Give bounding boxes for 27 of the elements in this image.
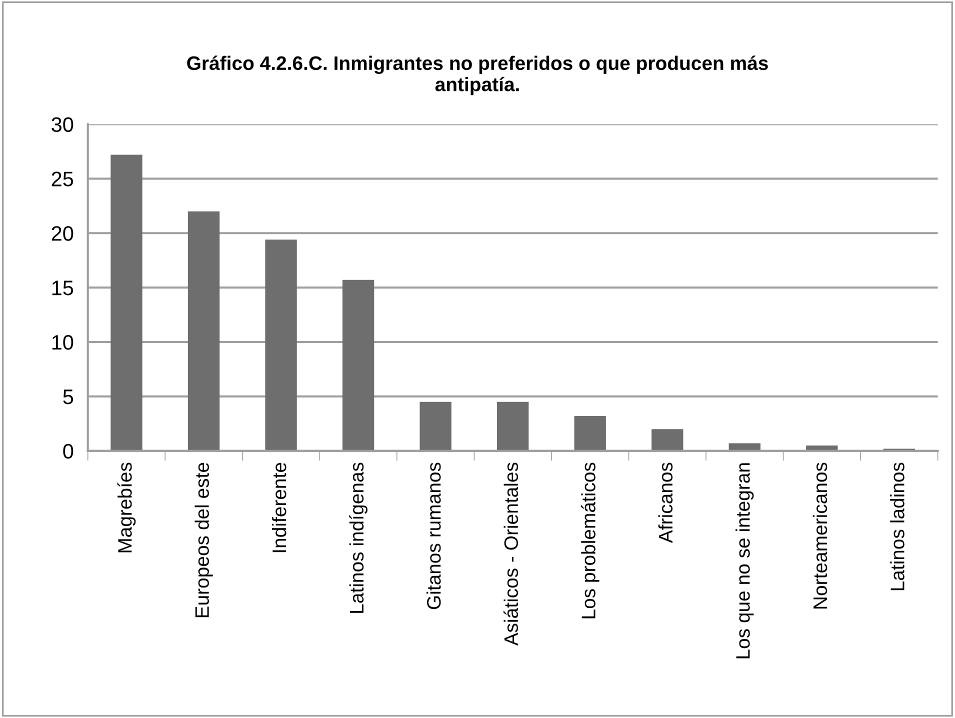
x-tick-label: Indiferente [272,462,286,552]
x-tick-label: Europeos del este [194,462,213,618]
y-tick-label: 10 [52,335,74,350]
y-tick-label: 25 [52,172,74,186]
bar [652,429,684,451]
x-tick-label: Latinos indígenas [349,462,368,613]
y-tick-label: 5 [63,390,74,404]
x-tick-label: Africanos [658,462,673,544]
y-tick-label: 20 [52,226,74,241]
x-tick-label: Los que no se integran [736,463,754,658]
x-tick-label: Latinos ladinos [890,462,904,590]
x-tick-label: Los problemáticos [580,462,600,618]
bar [496,402,529,451]
y-tick-label: 30 [52,117,74,132]
chart-title: Gráfico 4.2.6.C. Inmigrantes no preferidos o que producen más antipatía. [187,56,768,96]
y-tick-label: 0 [63,444,74,459]
bar [265,240,297,451]
bar [574,416,606,451]
bar [420,402,452,451]
x-tick-label: Asiáticos - Orientales [504,462,518,646]
bar [188,211,220,451]
x-tick-label: Magrebíes [117,462,136,552]
x-tick-label: Gitanos rumanos [426,462,441,610]
y-tick-label: 15 [52,280,74,296]
bar [342,280,374,451]
x-tick-label: Norteamericanos [812,462,828,608]
bar [110,154,142,451]
